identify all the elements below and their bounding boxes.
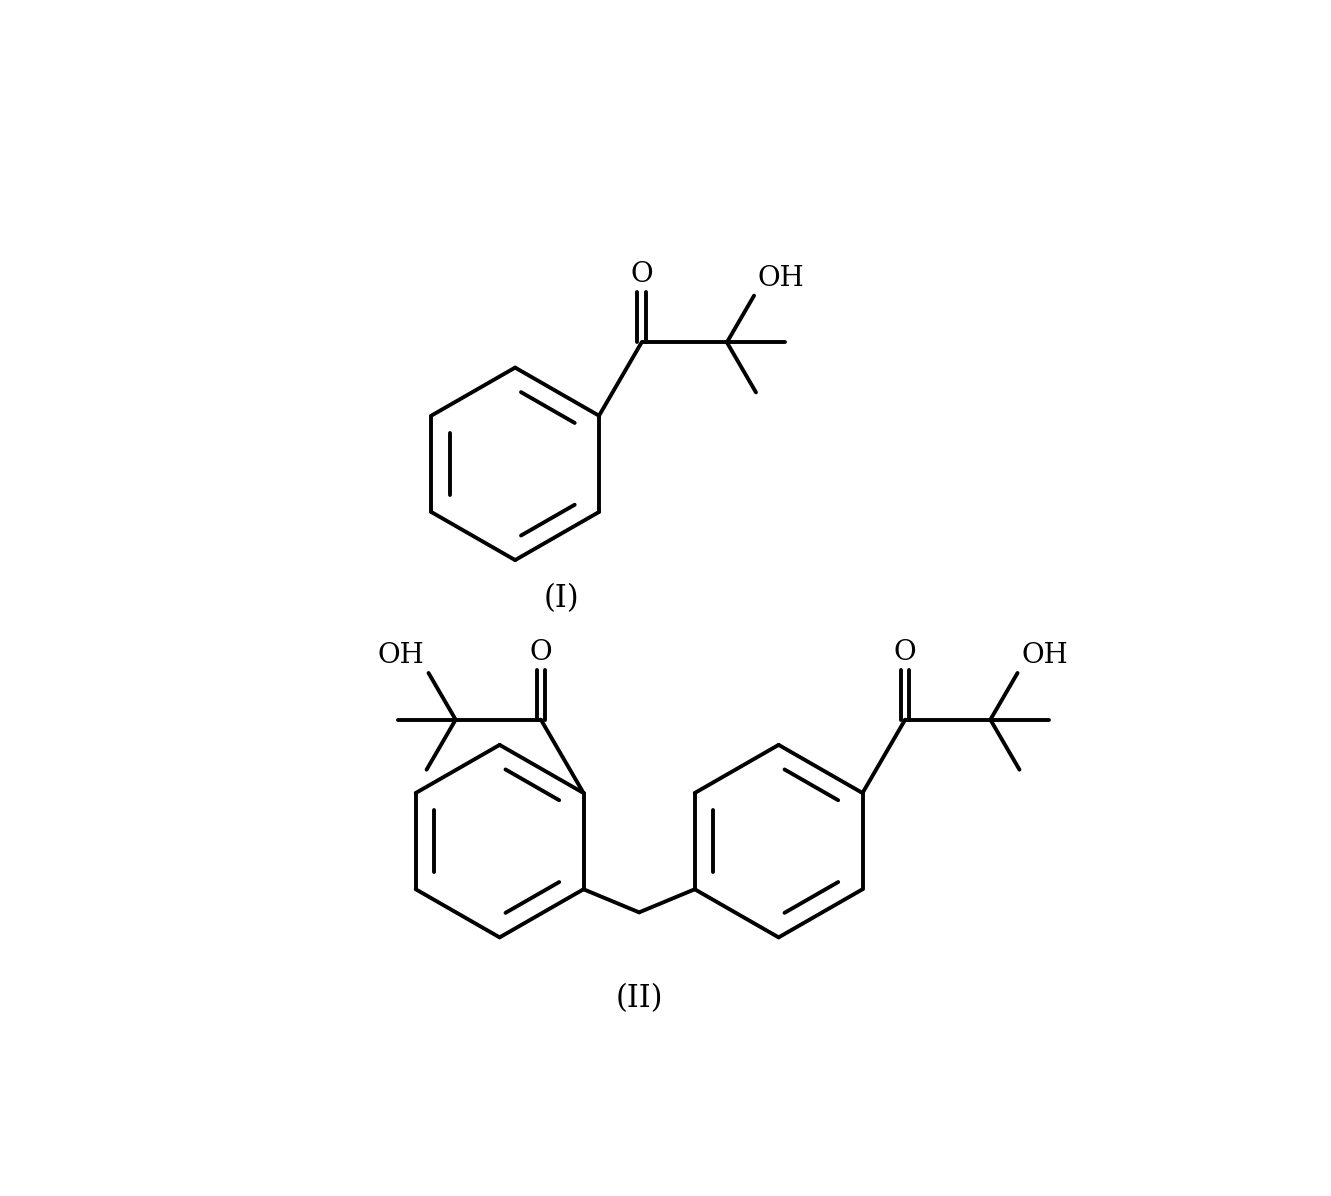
Text: (I): (I) [544,584,579,614]
Text: OH: OH [378,642,425,669]
Text: O: O [894,639,917,666]
Text: OH: OH [757,264,805,292]
Text: O: O [631,262,654,288]
Text: OH: OH [1021,642,1069,669]
Text: (II): (II) [615,983,663,1014]
Text: O: O [530,639,552,666]
